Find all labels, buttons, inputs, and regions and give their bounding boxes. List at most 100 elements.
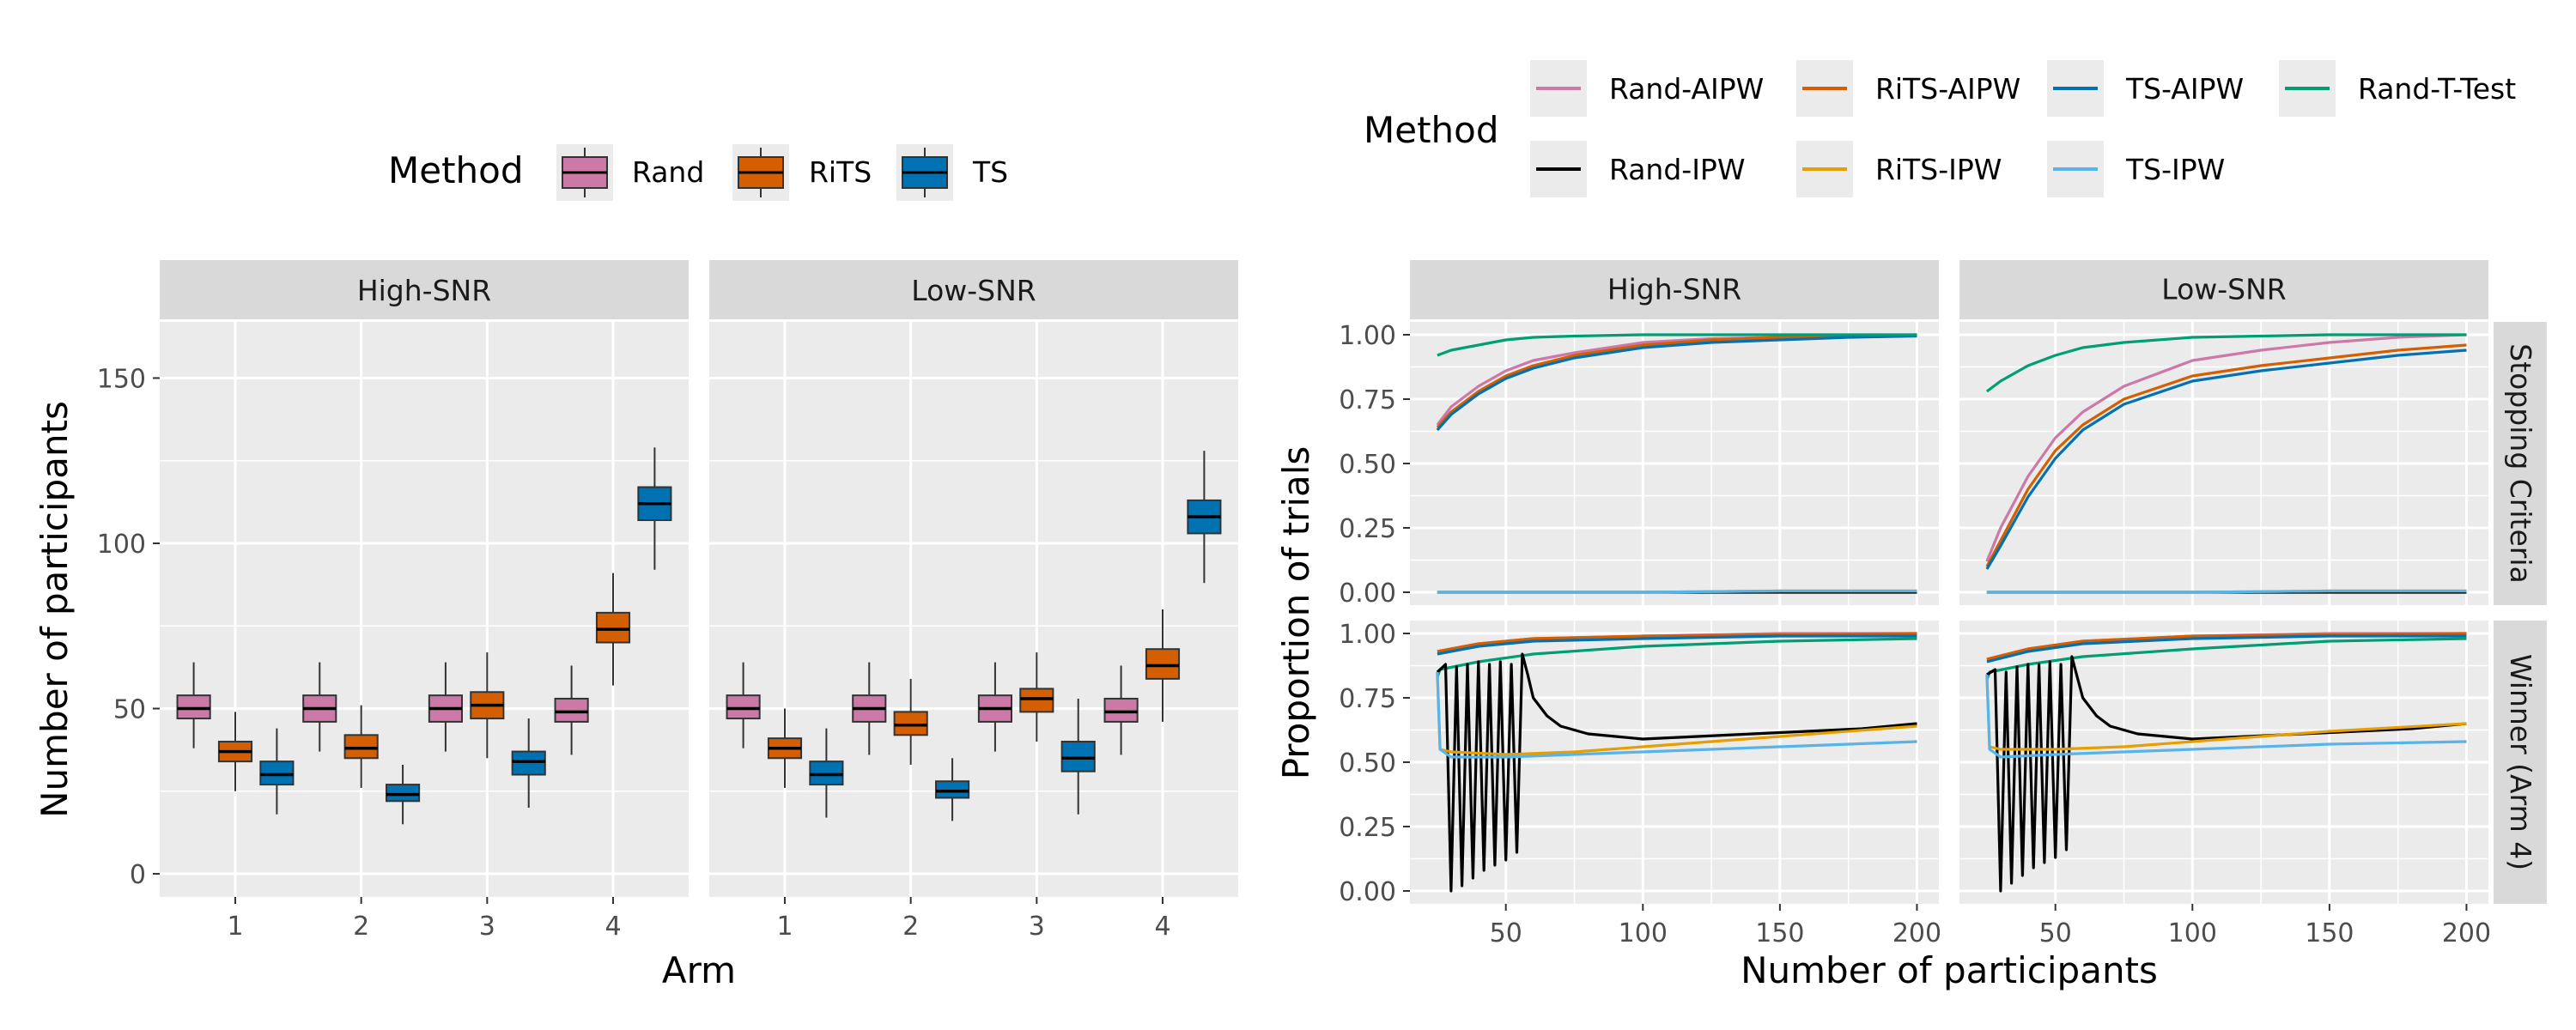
series-line-ts-aipw	[1986, 634, 2467, 663]
series-line-ts-ipw	[1436, 671, 1917, 759]
box-ts-arm-1	[809, 728, 844, 818]
series-line-rits-aipw	[1436, 333, 1917, 429]
y-tick-label: 1.00	[1339, 620, 1396, 650]
row-strip	[2494, 621, 2547, 904]
y-tick-label: 0.25	[1339, 813, 1396, 843]
series-line-rand-aipw	[1985, 333, 2467, 562]
series-line-ts-aipw	[1436, 334, 1917, 432]
series-line-ts-ipw	[1986, 589, 2467, 594]
left-legend-key-rand	[556, 144, 613, 201]
x-tick-label: 3	[1029, 912, 1045, 942]
series-line-rand-ipw	[1436, 652, 1917, 893]
box-rits-arm-3	[1019, 652, 1054, 742]
y-tick-label: 1.00	[1339, 321, 1396, 351]
x-tick-label: 150	[2305, 918, 2354, 948]
right-legend-key-rits-aipw	[1796, 60, 1853, 117]
x-axis-title: Number of participants	[1741, 949, 2158, 991]
left-legend-label-ts: TS	[972, 155, 1008, 189]
x-tick-label: 3	[479, 912, 495, 942]
box-rits-arm-3	[470, 652, 505, 759]
box-panel-high-snr: High-SNR 1 2 3 4	[160, 260, 689, 942]
right-legend-label-rand-t-test: Rand-T-Test	[2358, 72, 2516, 106]
box-body	[1060, 741, 1096, 772]
box-rits-arm-2	[343, 705, 379, 788]
box-body	[809, 760, 844, 786]
y-tick-label: 0.25	[1339, 514, 1396, 544]
facet-strip	[1959, 260, 2488, 319]
facet-strip-label: High-SNR	[357, 274, 491, 307]
x-tick-label: 150	[1755, 918, 1804, 948]
y-tick-label: 0.50	[1339, 748, 1396, 779]
x-tick-label: 50	[2039, 918, 2072, 948]
right-legend: Method Rand-AIPW RiTS-AIPW TS-AIPW Rand-…	[1364, 60, 2516, 197]
x-tick-label: 1	[776, 912, 793, 942]
y-axis-title: Number of participants	[33, 401, 76, 818]
y-tick-label: 150	[97, 364, 146, 394]
y-tick-label: 0.00	[1339, 877, 1396, 907]
line-panel-low-snr-stopping-criteria	[1959, 322, 2488, 605]
box-ts-arm-3	[1060, 698, 1096, 815]
box-rand-arm-2	[852, 662, 887, 755]
row-strip	[2494, 322, 2547, 605]
right-legend-key-rits-ipw	[1796, 141, 1853, 197]
series-line-rits-aipw	[1986, 632, 2467, 661]
box-body	[595, 611, 631, 644]
x-axis-title: Arm	[662, 949, 736, 991]
line-panel-low-snr-winner-arm-4	[1959, 621, 2488, 904]
y-tick-label: 0.75	[1339, 385, 1396, 415]
box-body	[259, 760, 295, 786]
series-line-ts-aipw	[1985, 348, 2467, 570]
facet-strip	[1410, 260, 1939, 319]
right-legend-label-rits-aipw: RiTS-AIPW	[1875, 72, 2020, 106]
facet-strip-label: Low-SNR	[2161, 273, 2286, 306]
series-line-ts-aipw	[1437, 634, 1917, 656]
line-panel-high-snr-winner-arm-4	[1410, 621, 1939, 904]
right-legend-label-ts-aipw: TS-AIPW	[2125, 72, 2244, 106]
series-line-rand-t-test	[1985, 333, 2467, 393]
box-rits-arm-1	[767, 708, 803, 788]
box-rand-arm-3	[977, 662, 1013, 752]
x-tick-label: 2	[353, 912, 369, 942]
row-strip-label: Stopping Criteria	[2504, 343, 2537, 583]
box-panel-low-snr: Low-SNR 1 2 3 4	[709, 260, 1238, 942]
right-legend-key-ts-aipw	[2047, 60, 2104, 117]
facet-strip	[709, 260, 1238, 319]
panel-background	[709, 322, 1238, 897]
series-line-ts-ipw	[1985, 674, 2467, 759]
box-body	[1019, 688, 1054, 713]
right-legend-key-ts-ipw	[2047, 141, 2104, 197]
y-tick-label: 0.00	[1339, 579, 1396, 609]
right-legend-key-rand-aipw	[1530, 60, 1587, 117]
box-rand-arm-3	[428, 662, 464, 752]
x-tick-label: 100	[1619, 918, 1668, 948]
box-rand-arm-4	[1103, 665, 1139, 755]
right-legend-label-rits-ipw: RiTS-IPW	[1875, 153, 2002, 186]
box-body	[511, 750, 546, 776]
box-rits-arm-2	[893, 678, 928, 765]
series-line-rits-aipw	[1437, 632, 1917, 653]
y-tick-label: 0.75	[1339, 684, 1396, 714]
left-legend-key-rits	[732, 144, 789, 201]
line-panel-high-snr-stopping-criteria	[1410, 322, 1939, 605]
box-ts-arm-2	[935, 758, 970, 821]
x-tick-label: 1	[227, 912, 243, 942]
line-chart: High-SNR Low-SNR Stopping Criteria Winner (…	[1275, 260, 2547, 991]
series-line-rand-ipw	[1986, 655, 2467, 893]
left-legend: Method Rand RiTS TS	[388, 144, 1008, 201]
right-legend-label-rand-ipw: Rand-IPW	[1609, 153, 1745, 186]
box-body	[343, 734, 379, 760]
box-body	[1145, 648, 1181, 680]
left-legend-key-ts	[896, 144, 953, 201]
box-ts-arm-2	[386, 764, 421, 825]
box-ts-arm-4	[1187, 451, 1222, 584]
box-body	[893, 711, 928, 736]
x-tick-label: 100	[2168, 918, 2217, 948]
y-tick-label: 0.50	[1339, 450, 1396, 480]
y-tick-label: 100	[97, 530, 146, 560]
row-strip-label: Winner (Arm 4)	[2504, 654, 2537, 870]
box-rand-arm-1	[726, 662, 761, 748]
right-legend-key-rand-ipw	[1530, 141, 1587, 197]
left-legend-label-rand: Rand	[632, 155, 704, 189]
x-tick-label: 4	[1154, 912, 1170, 942]
